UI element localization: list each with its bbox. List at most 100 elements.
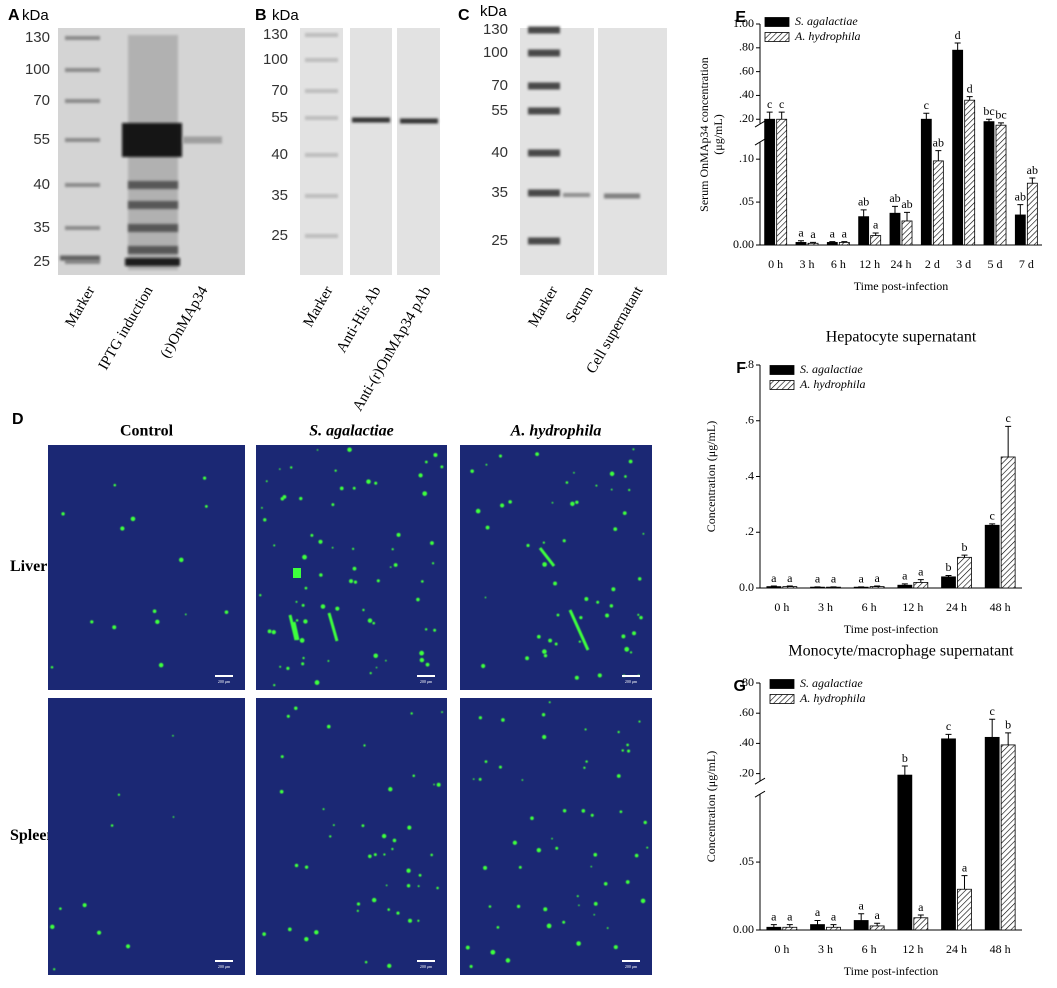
fluorescent-spot [372,621,376,625]
fluorescent-spot [204,504,208,508]
ladder-label: 100 [483,44,508,61]
error-bar [891,205,898,214]
fluorescent-spot [393,563,398,567]
fluorescent-spot [352,547,355,550]
bar [913,917,929,931]
gel-band [65,226,100,230]
fluorescent-spot [543,907,548,912]
ladder-label: 100 [263,51,288,68]
gel-band [528,189,560,197]
fluorescent-spot [575,500,579,505]
fluorescent-spot [424,628,428,631]
significance-letter: a [842,226,848,240]
fluorescent-spot [542,541,545,544]
ladder-label: 100 [25,61,50,78]
ladder-label: 40 [491,144,508,161]
fluorescent-spot [556,613,560,617]
fluorescent-spot [565,481,569,484]
significance-letter: a [874,908,880,922]
significance-letter: a [771,571,777,585]
fluorescent-spot [406,868,411,873]
scale-label: 200 μm [420,679,433,684]
fluorescent-spot [546,923,552,929]
panel-letter: D [12,411,24,428]
micrograph [460,698,652,975]
fluorescent-spot [172,734,174,737]
error-bar [1005,425,1012,457]
fluorescent-spot [271,630,276,635]
bar [964,99,976,246]
bar [807,242,819,246]
significance-letter: a [815,572,821,586]
gel-band [563,193,590,197]
fluorescent-spot [516,904,521,909]
y-tick-label: .20 [739,111,754,125]
fluorescent-spot [605,613,610,618]
gel-band [528,149,560,157]
fluorescent-spot [555,846,559,850]
fluorescent-spot [331,546,334,549]
fluorescent-spot [583,766,586,769]
gel-band [305,58,338,62]
y-tick-label: .20 [739,765,754,779]
unit-label: kDa [272,7,299,24]
fluorescent-spot [392,838,397,843]
fluorescent-spot [470,469,474,473]
fluorescent-spot [391,548,394,551]
error-bar [874,585,881,587]
row-label: Spleen [10,827,55,844]
gel-strip [300,28,343,275]
fluorescent-spot [425,662,430,667]
fluorescent-spot [478,716,483,720]
fluorescent-spot [551,837,553,840]
bar [957,888,972,931]
fluorescent-spot [637,577,642,581]
fluorescent-spot [278,468,281,470]
panel-letter: C [458,7,470,24]
scale-label: 200 μm [625,964,638,969]
gel-strip [598,28,667,275]
fluorescent-spot [299,496,303,501]
error-bar [901,765,908,776]
bar [889,212,901,246]
y-tick-label: 1.00 [733,16,754,30]
fluorescent-spot [484,596,487,599]
fluorescent-spot [639,615,643,620]
micrograph [256,445,447,690]
ladder-label: 40 [271,146,288,163]
fluorescent-spot [609,604,614,608]
bar [766,586,782,589]
fluorescent-spot [294,863,299,868]
x-tick-label: 6 h [862,942,877,956]
error-bar [810,241,817,244]
significance-letter: b [961,540,967,554]
legend-swatch [769,380,795,390]
scale-label: 200 μm [218,964,231,969]
fluorescent-spot [585,760,588,763]
y-axis-label: Concentration (μg/mL) [704,421,718,532]
significance-letter: a [810,227,816,241]
significance-letter: d [967,81,973,95]
bar [920,118,932,246]
legend-label: A. hydrophila [799,377,866,391]
fluorescent-spot [573,471,575,474]
ladder-label: 35 [33,219,50,236]
fluorescent-spot [385,884,388,887]
gel-band [183,136,222,144]
bar [1000,456,1016,589]
fluorescent-spot [436,886,439,890]
fluorescent-spot [263,518,267,522]
fluorescent-spot [420,580,424,583]
x-tick-label: 12 h [859,257,880,271]
x-tick-label: 12 h [902,600,923,614]
ladder-label: 130 [483,21,508,38]
significance-letter: d [955,28,961,42]
error-bar [945,733,952,739]
significance-letter: a [962,860,968,874]
fluorescent-spot [593,913,596,916]
fluorescent-spot [348,579,354,584]
bar [941,576,956,589]
significance-letter: c [990,509,995,523]
fluorescent-spot [388,787,393,792]
fluorescent-spot [417,919,420,922]
